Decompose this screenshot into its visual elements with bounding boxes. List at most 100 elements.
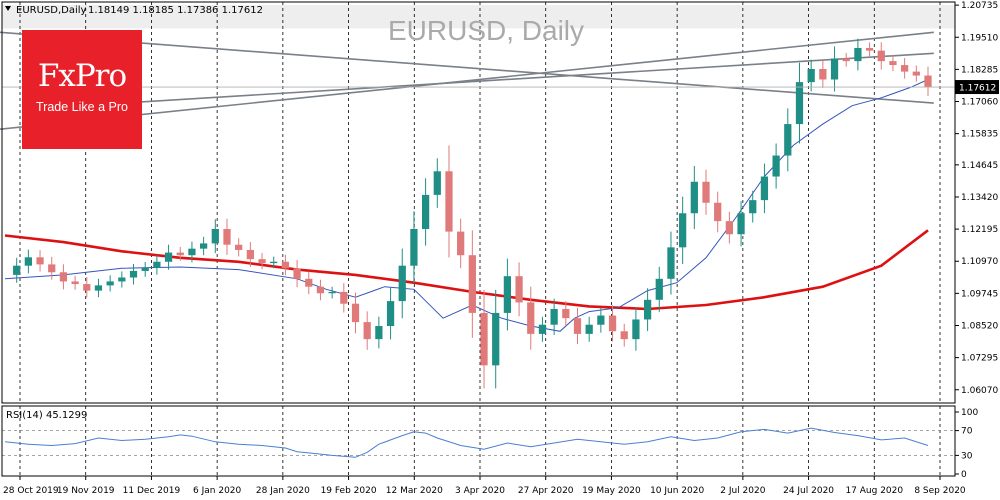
ma-short-line [4,79,929,332]
candle-body [503,276,512,313]
price-frame [1,1,956,404]
dropdown-triangle-icon[interactable] [5,6,11,11]
candle-body [421,194,430,229]
candle-body [807,68,815,83]
y-tick-label: 1.07295 [961,354,998,364]
candle-body [772,155,780,177]
x-tick-label: 19 Nov 2019 [57,486,115,496]
x-tick-label: 3 Apr 2020 [455,486,505,496]
candle-body [515,276,523,303]
rsi-y-tick-label: 100 [961,408,978,418]
candle-body [620,331,628,340]
candle-body [83,284,91,291]
trendline [0,31,934,131]
x-tick-label: 19 May 2020 [582,486,641,496]
candle-body [164,252,173,262]
trendlines [0,31,934,131]
candle-body [842,58,850,62]
candle-body [597,315,605,325]
candle-body [573,318,582,334]
candle-body [328,291,336,294]
candle-body [188,248,196,256]
candle-body [13,265,21,275]
trendline [121,52,934,104]
candle-body [679,213,687,248]
candle-body [176,252,184,256]
y-tick-label: 1.18285 [961,65,998,75]
rsi-line [4,427,929,458]
candle-body [235,244,243,250]
candle-body [527,302,535,334]
candle-body [655,278,663,300]
x-tick-label: 8 Sep 2020 [914,486,966,496]
candle-body [912,71,920,76]
band-rect [2,5,955,29]
candle-body [468,255,476,313]
candle-body [270,261,278,264]
rsi-y-tick-label: 0 [961,470,967,480]
candle-body [737,213,745,235]
candle-body [59,272,68,282]
candle-body [36,257,44,265]
candle-body [410,228,418,266]
candle-body [141,267,149,271]
candle-body [363,322,371,340]
x-tick-label: 28 Jan 2020 [256,486,310,496]
candle-body [550,308,558,325]
rsi-y-tick-label: 70 [961,427,973,437]
y-tick-label: 1.10970 [961,257,998,267]
rsi-frame [1,405,956,477]
rsi-y-tick-label: 30 [961,451,973,461]
candle-body [246,249,254,260]
rsi-label: RSI(14) 45.1299 [6,410,87,421]
candle-body [889,61,897,66]
candle-body [71,281,79,285]
current-price-label: 1.17612 [959,84,996,94]
y-tick-label: 1.13420 [961,193,998,203]
candle-body [316,286,325,294]
candle-body [281,261,290,269]
candle-body [924,75,932,88]
candle-body [211,228,219,244]
y-tick-label: 1.14645 [961,161,998,171]
candle-body [153,261,161,268]
rsi-panel: 100 70 30 0 [2,408,978,480]
candle-body [725,221,734,235]
candle-body [375,326,383,340]
y-tick-label: 1.19510 [961,33,998,43]
candle-body [749,200,757,214]
candlesticks [13,38,932,389]
candle-body [585,324,593,334]
y-tick-label: 1.15835 [961,130,998,140]
candle-body [702,181,710,203]
x-tick-label: 17 Aug 2020 [845,486,903,496]
candle-body [305,278,313,287]
x-tick-label: 12 Mar 2020 [386,486,443,496]
candle-body [106,281,114,286]
y-tick-label: 1.12195 [961,225,998,235]
y-tick-label: 1.09745 [961,289,998,299]
candle-body [258,259,266,264]
trendline [0,31,934,104]
x-tick-label: 2 Jul 2020 [720,486,765,496]
logo-brand: FxPro [37,58,127,94]
chart-watermark: EURUSD, Daily [388,15,584,46]
x-tick-label: 10 Jun 2020 [650,486,704,496]
x-tick-label: 27 Apr 2020 [518,486,574,496]
candle-body [877,50,885,62]
x-tick-label: 6 Jan 2020 [193,486,241,496]
candle-body [94,285,103,291]
candle-body [819,68,827,80]
candle-body [784,124,792,156]
symbol-label: EURUSD,Daily [16,5,87,16]
candle-body [690,181,698,214]
candle-body [223,228,231,245]
y-tick-label: 1.06070 [961,386,998,396]
x-tick-label: 11 Dec 2019 [123,486,181,496]
x-tick-label: 28 Oct 2019 [3,486,59,496]
candle-body [24,257,32,266]
candle-body [340,291,348,304]
y-tick-label: 1.20735 [961,1,998,11]
